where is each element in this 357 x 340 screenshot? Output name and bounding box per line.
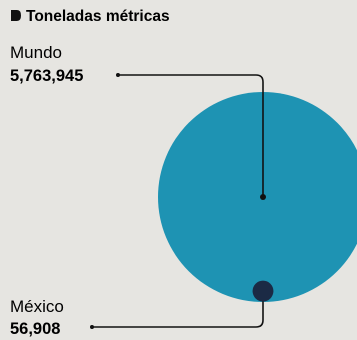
world-center-dot (260, 194, 266, 200)
chart-title: Toneladas métricas (11, 8, 170, 25)
world-leader-line (118, 74, 264, 197)
world-leader-anchor (116, 73, 120, 77)
title-text: Toneladas métricas (26, 8, 170, 25)
mexico-bubble (252, 280, 274, 302)
mexico-value-label: 56,908 (10, 320, 60, 338)
mexico-leader-line (92, 301, 264, 328)
world-value-label: 5,763,945 (10, 67, 83, 85)
mexico-leader-anchor (90, 325, 94, 329)
world-label: Mundo (10, 43, 62, 62)
title-marker-icon (11, 10, 21, 21)
world-bubble (158, 92, 357, 302)
mexico-label: México (10, 297, 64, 316)
